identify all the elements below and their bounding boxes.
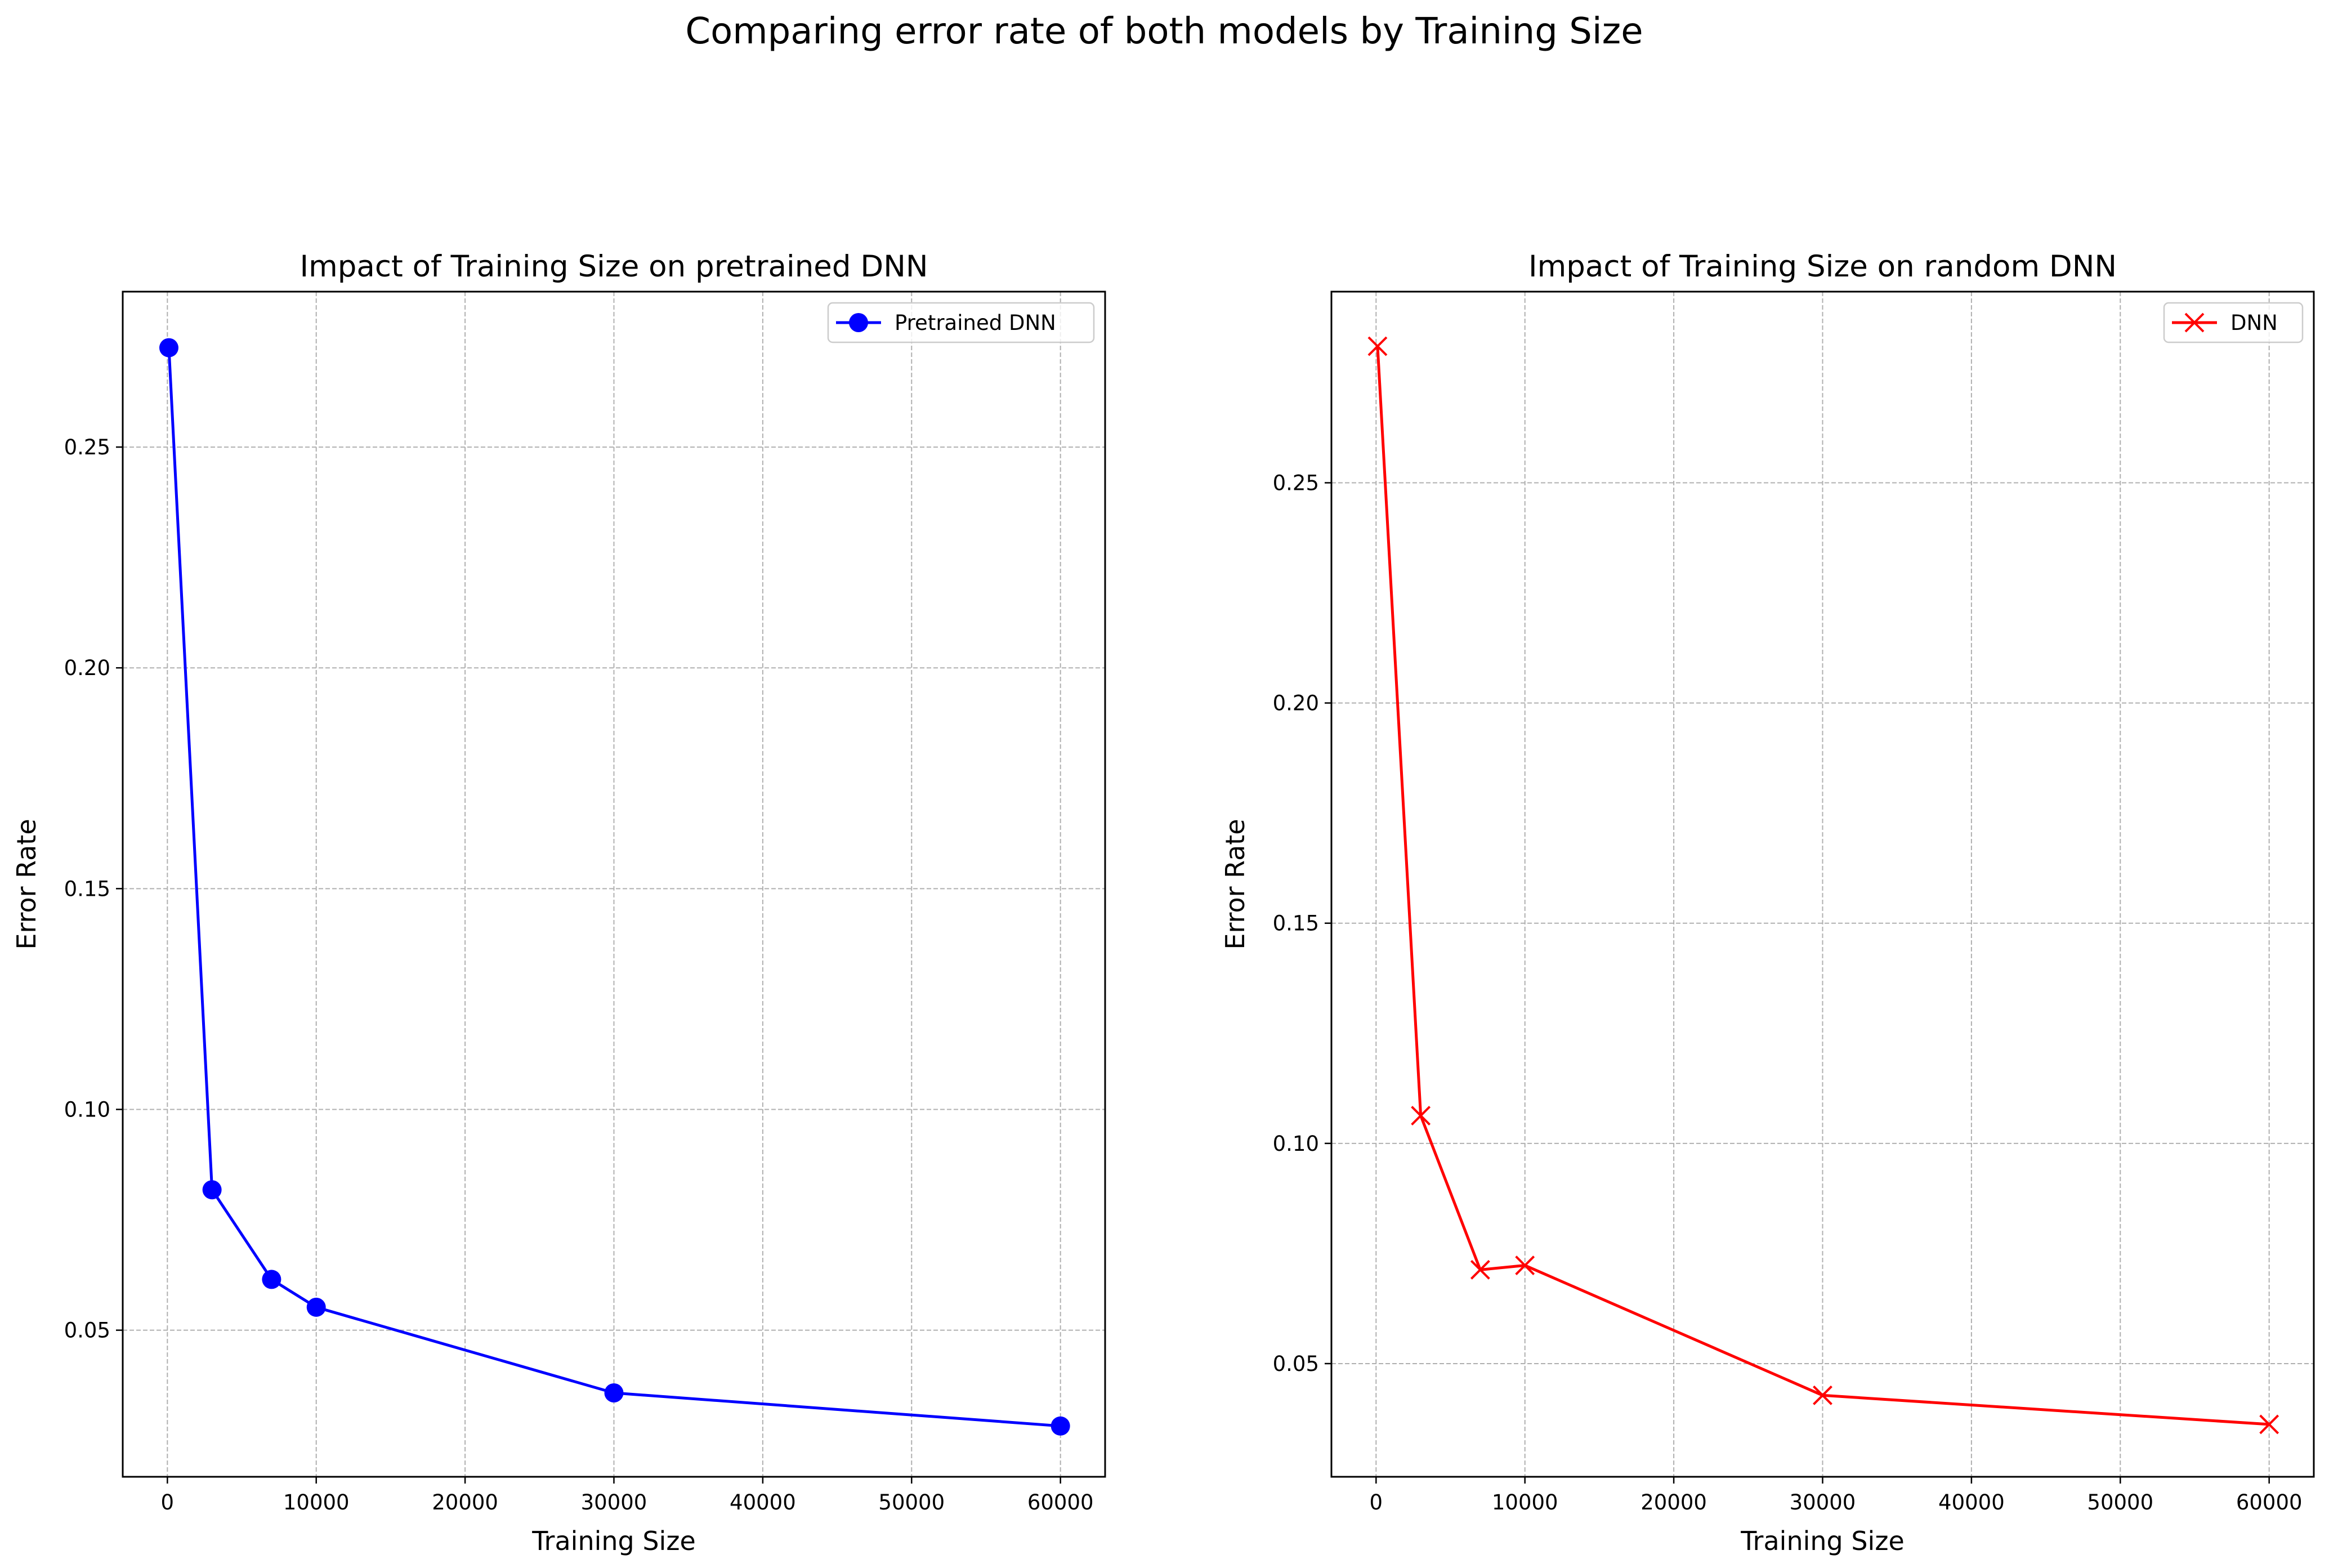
x-tick-label: 0: [1370, 1490, 1383, 1515]
series-line-0: [1376, 346, 2269, 1426]
x-axis-label: Training Size: [1740, 1526, 1905, 1556]
data-point: [604, 1383, 624, 1402]
x-tick-label: 10000: [1492, 1490, 1558, 1515]
x-tick-label: 50000: [2087, 1490, 2153, 1515]
left-subplot: 0 10000 20000 30000 40000 50000 60000 0.05 0.10 0…: [11, 249, 1106, 1556]
y-tick-label: 0.25: [64, 435, 110, 459]
y-axis-label: Error Rate: [1220, 819, 1250, 949]
x-tick-label: 10000: [283, 1490, 350, 1515]
y-tick-label: 0.15: [64, 877, 110, 901]
legend-marker: [2184, 312, 2205, 333]
data-point: [1050, 1416, 1070, 1436]
data-point: [2259, 1414, 2279, 1435]
y-tick-label: 0.15: [1273, 912, 1319, 936]
legend: DNN: [2163, 302, 2304, 343]
legend-box: [827, 302, 1095, 343]
data-point: [306, 1297, 326, 1317]
y-tick-label: 0.05: [1273, 1352, 1319, 1376]
x-tick-label: 40000: [1938, 1490, 2005, 1515]
x-tick-label: 0: [161, 1490, 175, 1515]
x-tick-label: 20000: [1640, 1490, 1707, 1515]
y-tick-label: 0.10: [64, 1097, 110, 1122]
data-point: [1813, 1385, 1832, 1405]
legend-label: Pretrained DNN: [895, 311, 1056, 335]
data-point: [1470, 1259, 1490, 1280]
x-axis-label: Training Size: [531, 1526, 696, 1556]
x-tick-label: 40000: [730, 1490, 796, 1515]
data-point: [1515, 1256, 1535, 1275]
x-tick-label: 60000: [2236, 1490, 2303, 1515]
x-tick-label: 20000: [432, 1490, 498, 1515]
axes-frame: [122, 291, 1106, 1478]
data-point: [1411, 1106, 1431, 1125]
right-subplot: 0 10000 20000 30000 40000 50000 60000 0.05 0.10 0…: [1220, 249, 2315, 1556]
legend-marker: [849, 313, 868, 332]
y-axis-label: Error Rate: [11, 819, 42, 949]
y-tick-label: 0.10: [1273, 1132, 1319, 1156]
axes-frame: [1330, 291, 2315, 1478]
subplot-title: Impact of Training Size on random DNN: [1528, 249, 2117, 284]
legend: Pretrained DNN: [827, 302, 1095, 343]
y-tick-label: 0.20: [1273, 691, 1319, 716]
data-point: [159, 338, 178, 358]
x-tick-label: 30000: [581, 1490, 647, 1515]
legend-box: [2163, 302, 2304, 343]
figure-suptitle: Comparing error rate of both models by T…: [685, 11, 1643, 52]
x-tick-label: 30000: [1790, 1490, 1856, 1515]
data-point: [262, 1270, 281, 1289]
data-point: [202, 1180, 222, 1200]
x-tick-label: 60000: [1027, 1490, 1094, 1515]
y-tick-label: 0.05: [64, 1319, 110, 1343]
legend-label: DNN: [2230, 311, 2278, 335]
y-tick-label: 0.20: [64, 656, 110, 680]
y-tick-label: 0.25: [1273, 471, 1319, 495]
series-line-0: [167, 347, 1061, 1428]
data-point: [1367, 336, 1388, 356]
x-tick-label: 50000: [878, 1490, 945, 1515]
subplot-title: Impact of Training Size on pretrained DN…: [299, 249, 928, 284]
